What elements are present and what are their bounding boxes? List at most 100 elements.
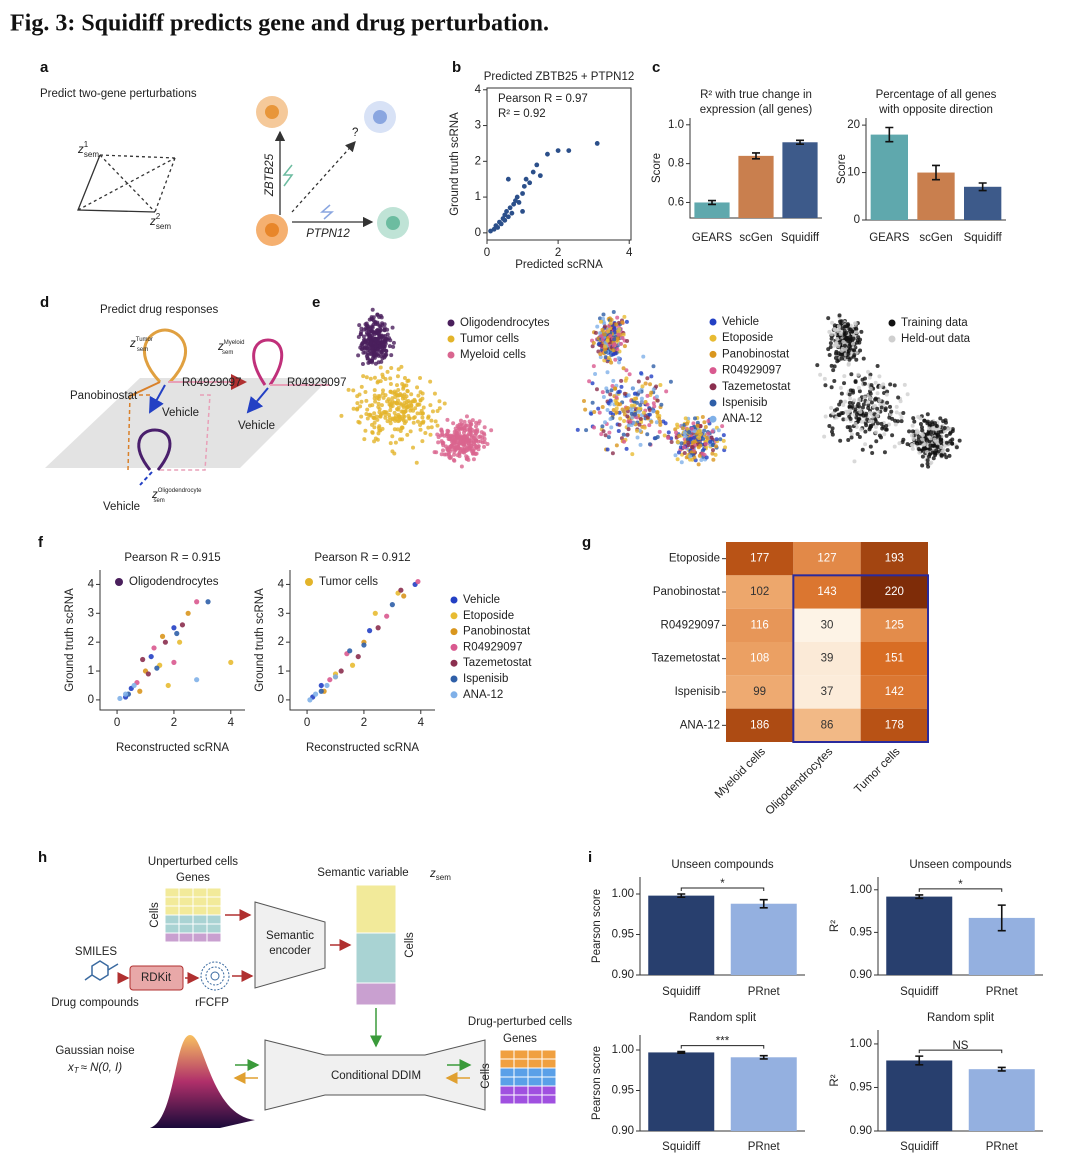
umap-point	[651, 387, 656, 392]
y-tick-label: 1.00	[612, 1044, 634, 1056]
panel-label: g	[582, 534, 591, 551]
x-tick-label: scGen	[739, 232, 772, 244]
row-label: R04929097	[661, 619, 720, 631]
umap-point	[405, 432, 410, 437]
umap-point	[849, 432, 854, 437]
umap-point	[923, 446, 928, 451]
latent-sub: sem	[222, 350, 233, 356]
umap-point	[826, 316, 831, 321]
umap-point	[469, 422, 474, 427]
umap-point	[912, 419, 917, 424]
heatmap-cell	[793, 608, 861, 642]
umap-point	[939, 452, 944, 457]
umap-point	[370, 360, 375, 365]
legend-label: R04929097	[463, 641, 522, 653]
legend-dot	[450, 643, 458, 651]
umap-point	[879, 421, 884, 426]
umap-point	[638, 416, 643, 421]
x-tick-label: Squidiff	[781, 232, 820, 244]
umap-point	[383, 410, 388, 415]
legend-dot	[888, 319, 896, 327]
heatmap-cell	[860, 542, 928, 576]
scatter-point	[502, 217, 508, 223]
umap-point	[685, 421, 690, 426]
umap-point	[611, 378, 616, 383]
grid-cell	[541, 1085, 557, 1096]
umap-point	[482, 425, 487, 430]
umap-point	[847, 425, 852, 430]
umap-point	[351, 406, 356, 411]
x-axis-label: Reconstructed scRNA	[306, 742, 419, 754]
umap-point	[639, 371, 644, 376]
umap-point	[391, 344, 396, 349]
umap-point	[380, 375, 385, 380]
umap-point	[366, 347, 371, 352]
umap-point	[645, 402, 650, 407]
legend-dot	[447, 351, 455, 359]
umap-point	[619, 378, 624, 383]
umap-point	[363, 428, 368, 433]
umap-point	[606, 435, 611, 440]
grid-cell	[206, 896, 222, 907]
axis-line	[99, 570, 245, 711]
latent-z: z	[149, 216, 156, 228]
umap-point	[433, 419, 438, 424]
umap-point	[877, 398, 882, 403]
umap-point	[364, 398, 369, 403]
umap-point	[704, 455, 709, 460]
scatter-point	[384, 613, 390, 619]
grid-cell	[192, 896, 208, 907]
umap-point	[363, 350, 368, 355]
umap-point	[608, 334, 613, 339]
umap-point	[639, 396, 644, 401]
umap-point	[860, 405, 865, 410]
x-tick-label: Squidiff	[900, 986, 939, 998]
legend-dot	[450, 675, 458, 683]
significance-label: NS	[953, 1040, 969, 1052]
umap-point	[365, 353, 370, 358]
formula: xT ≈ N(0, I)	[67, 1062, 122, 1075]
umap-point	[884, 392, 889, 397]
umap-point	[460, 423, 465, 428]
umap-point	[875, 406, 880, 411]
umap-point	[380, 322, 385, 327]
umap-point	[356, 353, 361, 358]
umap-point	[675, 440, 680, 445]
umap-point	[860, 377, 865, 382]
legend-label: Panobinostat	[722, 348, 790, 360]
umap-point	[373, 361, 378, 366]
umap-point	[897, 441, 902, 446]
umap-point	[372, 393, 377, 398]
umap-point	[679, 460, 684, 465]
umap-point	[856, 401, 861, 406]
scatter-point	[361, 642, 367, 648]
umap-point	[365, 407, 370, 412]
umap-point	[847, 344, 852, 349]
umap-point	[899, 419, 904, 424]
umap-point	[388, 376, 393, 381]
bar	[648, 895, 715, 975]
latent-sub: sem	[137, 347, 148, 353]
umap-point	[922, 418, 927, 423]
umap-point	[840, 411, 845, 416]
umap-point	[931, 425, 936, 430]
scatter-point	[338, 668, 344, 674]
umap-point	[838, 399, 843, 404]
umap-point	[831, 411, 836, 416]
umap-point	[622, 314, 627, 319]
heatmap-cell	[860, 708, 928, 742]
umap-point	[723, 445, 728, 450]
x-tick-label: PRnet	[748, 1141, 781, 1153]
umap-point	[830, 320, 835, 325]
scatter-point	[389, 602, 395, 608]
latent-z: z	[217, 341, 224, 353]
umap-point	[616, 356, 621, 361]
legend-label: Panobinostat	[463, 626, 531, 638]
diagram-label: Unperturbed cells	[148, 856, 238, 868]
scatter-point	[347, 648, 353, 654]
umap-point	[710, 451, 715, 456]
umap-point	[843, 331, 848, 336]
umap-point	[473, 443, 478, 448]
grid-cell	[178, 905, 194, 916]
umap-point	[401, 384, 406, 389]
